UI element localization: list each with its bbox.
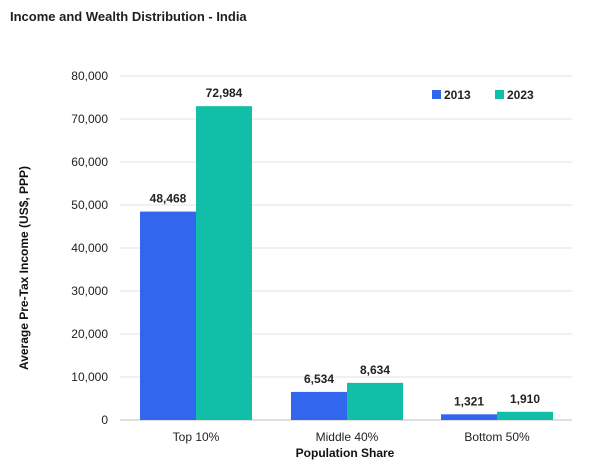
data-label: 6,534 xyxy=(304,372,334,386)
data-label: 8,634 xyxy=(360,363,390,377)
y-tick-label: 20,000 xyxy=(71,327,108,341)
bar-2023 xyxy=(196,106,252,421)
bar-2023 xyxy=(497,411,553,420)
x-tick-label: Middle 40% xyxy=(316,430,379,444)
y-tick-label: 40,000 xyxy=(71,241,108,255)
x-axis-title: Population Share xyxy=(296,446,395,460)
y-tick-label: 60,000 xyxy=(71,155,108,169)
legend-swatch xyxy=(432,90,441,99)
data-label: 72,984 xyxy=(206,86,243,100)
y-tick-label: 50,000 xyxy=(71,198,108,212)
legend-swatch xyxy=(495,90,504,99)
bar-2013 xyxy=(291,391,347,420)
legend-label: 2023 xyxy=(507,88,534,102)
y-tick-label: 80,000 xyxy=(71,69,108,83)
data-label: 1,910 xyxy=(510,392,540,406)
x-tick-label: Bottom 50% xyxy=(464,430,530,444)
chart-title: Income and Wealth Distribution - India xyxy=(10,9,247,24)
data-label: 1,321 xyxy=(454,394,484,408)
legend-label: 2013 xyxy=(444,88,471,102)
x-tick-label: Top 10% xyxy=(173,430,220,444)
bar-2013 xyxy=(441,414,497,420)
y-tick-label: 0 xyxy=(101,413,108,427)
bar-2013 xyxy=(140,211,196,420)
data-label: 48,468 xyxy=(150,192,187,206)
y-tick-label: 70,000 xyxy=(71,112,108,126)
y-tick-label: 30,000 xyxy=(71,284,108,298)
y-tick-label: 10,000 xyxy=(71,370,108,384)
y-axis-title: Average Pre-Tax Income (US$, PPP) xyxy=(17,166,31,370)
bar-2023 xyxy=(347,382,403,420)
